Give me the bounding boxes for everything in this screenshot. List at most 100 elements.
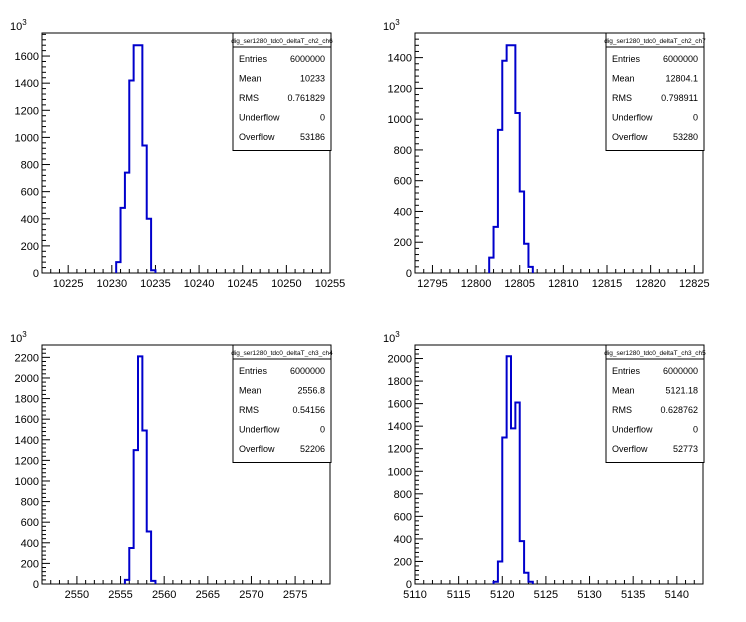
y-tick-label: 400 bbox=[394, 534, 412, 546]
y-tick-label: 400 bbox=[394, 206, 412, 218]
x-tick-label: 10250 bbox=[271, 278, 302, 290]
stats-value: 0.761829 bbox=[287, 93, 325, 103]
stats-label: RMS bbox=[612, 405, 632, 415]
histogram-title: dig_ser1280_tdc0_deltaT_ch3_ch4 bbox=[231, 350, 333, 357]
y-tick-label: 1400 bbox=[388, 421, 412, 433]
y-tick-label: 0 bbox=[33, 268, 39, 280]
histogram-bin bbox=[494, 582, 498, 584]
stats-value: 0.628762 bbox=[660, 405, 698, 415]
x-tick-label: 5140 bbox=[665, 589, 689, 601]
histogram-bin bbox=[511, 428, 515, 584]
y-tick-label: 200 bbox=[21, 558, 39, 570]
y-tick-label: 1800 bbox=[15, 394, 39, 406]
histogram-series-line bbox=[488, 44, 534, 273]
stats-label: RMS bbox=[239, 405, 259, 415]
histogram-bin bbox=[151, 270, 155, 273]
x-tick-label: 12815 bbox=[592, 278, 623, 290]
stats-label: Mean bbox=[239, 386, 262, 396]
y-exponent-label: 103 bbox=[383, 18, 400, 33]
histogram-bin bbox=[528, 582, 532, 584]
y-exponent-label: 103 bbox=[383, 330, 400, 345]
histogram-bin bbox=[524, 244, 528, 273]
histogram-bin bbox=[121, 208, 125, 273]
stats-value: 5121.18 bbox=[665, 386, 698, 396]
y-exponent-base: 10 bbox=[10, 21, 22, 33]
y-tick-label: 800 bbox=[394, 145, 412, 157]
y-tick-label: 1400 bbox=[15, 78, 39, 90]
stats-label: Underflow bbox=[612, 425, 653, 435]
histogram-bin bbox=[147, 531, 151, 584]
y-tick-label: 1200 bbox=[15, 455, 39, 467]
y-exponent-power: 3 bbox=[395, 18, 400, 27]
stats-label: Overflow bbox=[612, 132, 648, 142]
histogram-series-line bbox=[115, 44, 157, 273]
stats-value: 2556.8 bbox=[297, 386, 325, 396]
stats-value: 10233 bbox=[300, 74, 325, 84]
stats-value: 52773 bbox=[673, 444, 698, 454]
y-tick-label: 0 bbox=[406, 268, 412, 280]
y-tick-label: 0 bbox=[406, 579, 412, 591]
histogram-series-line bbox=[492, 355, 534, 584]
stats-label: RMS bbox=[239, 93, 259, 103]
x-tick-label: 2565 bbox=[196, 589, 220, 601]
histogram-bin bbox=[520, 191, 524, 273]
histogram-title: dig_ser1280_tdc0_deltaT_ch2_ch7 bbox=[604, 38, 706, 45]
histogram-panel-2: 12795 12800 12805 12810 12815 12820 12825 0 200 4… bbox=[383, 18, 710, 290]
histogram-panel-3: 2550 2555 2560 2565 2570 25750200400600800100… bbox=[10, 330, 333, 601]
stats-label: Entries bbox=[612, 54, 641, 64]
y-exponent-label: 103 bbox=[10, 18, 27, 33]
histogram-panel-1: 10225 10230 10235 10240 10245 10250 10255 0 200 4… bbox=[10, 18, 345, 290]
stats-label: Overflow bbox=[239, 132, 275, 142]
stats-value: 6000000 bbox=[290, 54, 325, 64]
y-tick-label: 800 bbox=[21, 160, 39, 172]
stats-value: 53186 bbox=[300, 132, 325, 142]
x-tick-label: 10230 bbox=[97, 278, 128, 290]
x-tick-label: 12805 bbox=[504, 278, 535, 290]
stats-box bbox=[232, 32, 332, 151]
stats-label: Entries bbox=[612, 366, 641, 376]
histogram-bin bbox=[125, 580, 129, 584]
x-tick-label: 12820 bbox=[635, 278, 666, 290]
histogram-bin bbox=[502, 61, 506, 273]
stats-value: 0 bbox=[693, 425, 698, 435]
y-exponent-base: 10 bbox=[10, 333, 22, 345]
histogram-bin bbox=[142, 146, 146, 273]
y-tick-label: 600 bbox=[21, 517, 39, 529]
histogram-bin bbox=[129, 548, 133, 584]
x-tick-label: 10235 bbox=[140, 278, 171, 290]
y-tick-label: 600 bbox=[394, 511, 412, 523]
x-tick-label: 2570 bbox=[239, 589, 263, 601]
stats-box bbox=[605, 32, 705, 151]
stats-box bbox=[232, 344, 332, 463]
y-tick-label: 1400 bbox=[15, 435, 39, 447]
histogram-bin bbox=[494, 227, 498, 273]
histogram-title: dig_ser1280_tdc0_deltaT_ch2_ch6 bbox=[231, 38, 333, 45]
stats-value: 6000000 bbox=[663, 54, 698, 64]
y-exponent-power: 3 bbox=[395, 330, 400, 339]
y-tick-label: 1000 bbox=[15, 132, 39, 144]
x-tick-label: 5110 bbox=[403, 589, 427, 601]
histogram-bin bbox=[138, 45, 142, 273]
stats-value: 0 bbox=[320, 425, 325, 435]
stats-value: 12804.1 bbox=[665, 74, 698, 84]
histogram-series-line bbox=[123, 355, 157, 584]
y-tick-label: 2200 bbox=[15, 352, 39, 364]
y-tick-label: 1000 bbox=[15, 476, 39, 488]
stats-value: 6000000 bbox=[290, 366, 325, 376]
histogram-bin bbox=[489, 258, 493, 273]
y-tick-label: 1400 bbox=[388, 53, 412, 65]
histogram-bin bbox=[515, 402, 519, 584]
stats-box bbox=[605, 344, 705, 463]
stats-label: Mean bbox=[239, 74, 262, 84]
x-tick-label: 5130 bbox=[577, 589, 601, 601]
x-tick-label: 2560 bbox=[152, 589, 176, 601]
stats-value: 52206 bbox=[300, 444, 325, 454]
stats-label: Underflow bbox=[239, 425, 280, 435]
histogram-bin bbox=[134, 45, 138, 273]
histogram-bin bbox=[507, 356, 511, 584]
stats-label: Entries bbox=[239, 366, 268, 376]
y-tick-label: 800 bbox=[21, 497, 39, 509]
y-exponent-label: 103 bbox=[10, 330, 27, 345]
histogram-bin bbox=[524, 573, 528, 584]
y-tick-label: 800 bbox=[394, 489, 412, 501]
